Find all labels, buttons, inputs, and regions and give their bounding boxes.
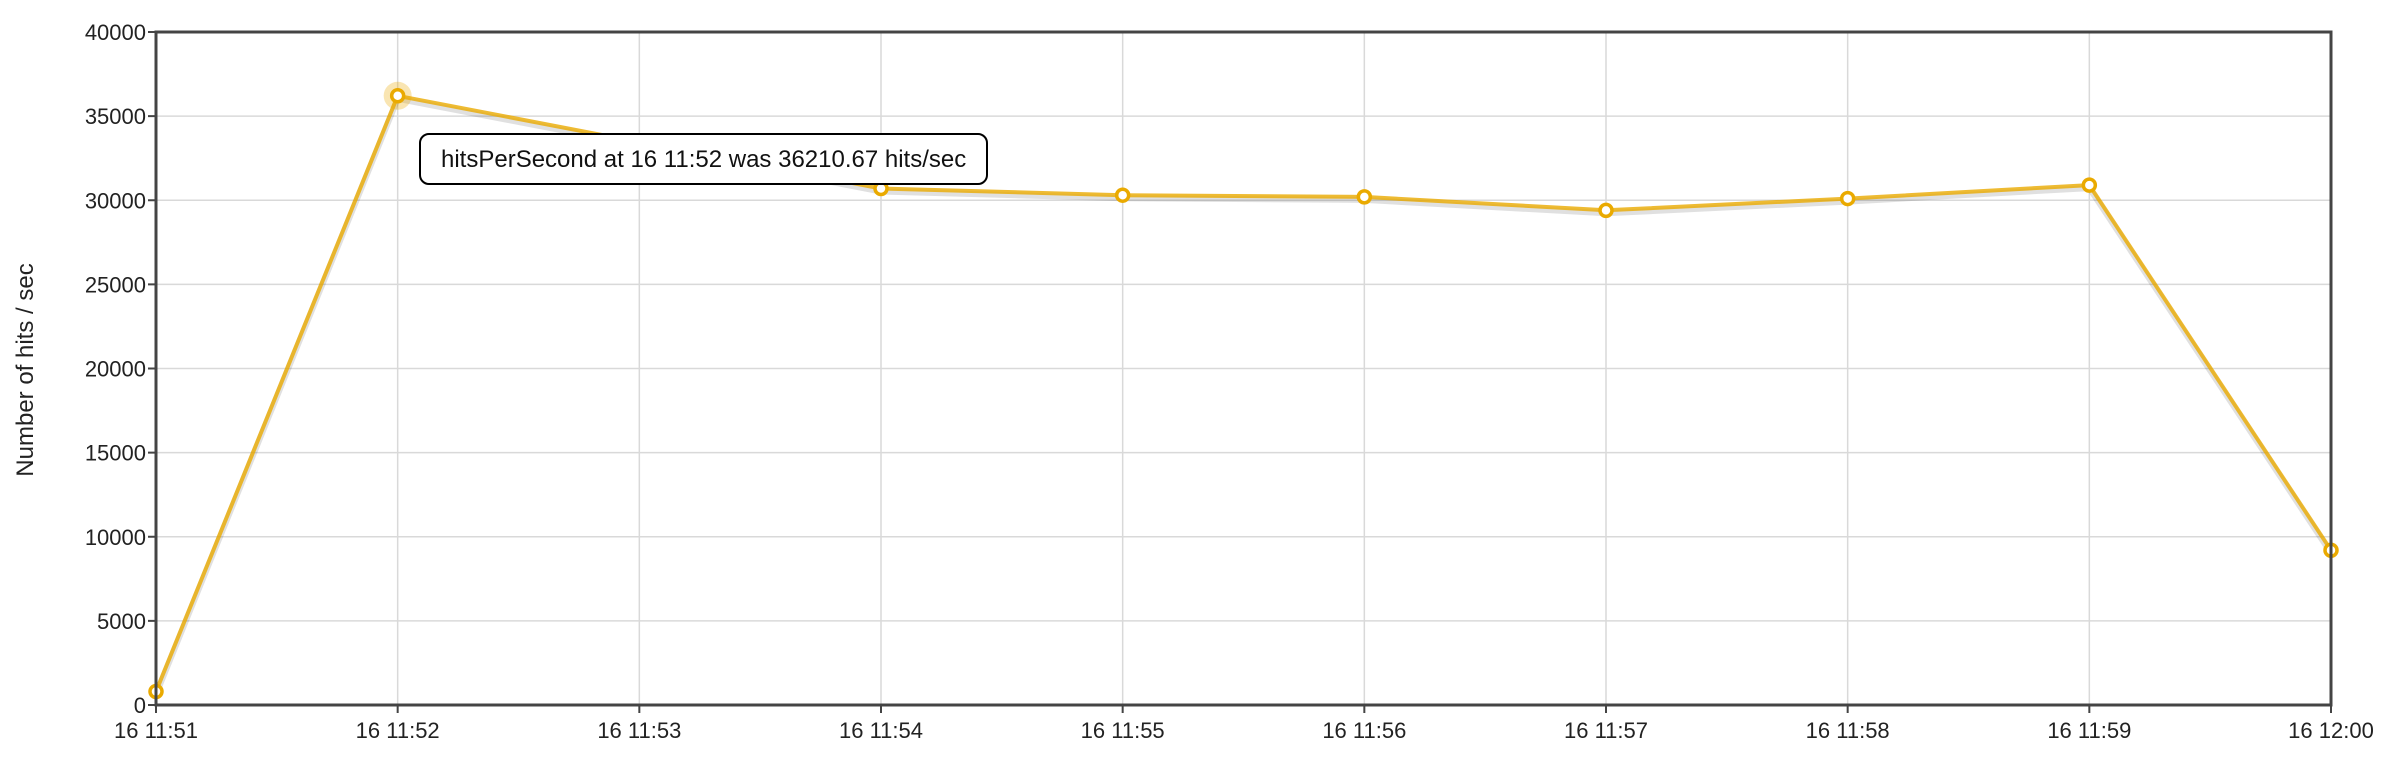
data-point [1598, 202, 1614, 219]
y-tick-label: 25000 [85, 272, 146, 297]
x-tick-label: 16 11:58 [1806, 718, 1890, 743]
x-tick-label: 16 11:56 [1322, 718, 1406, 743]
x-axis-ticks: 16 11:51 16 11:52 16 11:53 16 11:54 16 11:55… [114, 705, 2374, 743]
data-point [2081, 177, 2098, 193]
x-tick-label: 16 11:53 [597, 718, 681, 743]
y-tick-label: 35000 [85, 104, 146, 129]
x-tick-label: 16 11:51 [114, 718, 198, 743]
y-tick-label: 5000 [97, 609, 146, 634]
x-tick-label: 16 11:57 [1564, 718, 1648, 743]
y-axis-title: Number of hits / sec [12, 263, 39, 476]
y-axis-ticks: 0 5000 10000 15000 20000 25000 30000 35000 40000 [85, 20, 156, 718]
x-tick-label: 16 12:00 [2288, 718, 2374, 743]
x-tick-label: 16 11:52 [356, 718, 440, 743]
y-tick-label: 20000 [85, 357, 146, 382]
data-point [1114, 187, 1131, 203]
data-point [1839, 190, 1856, 207]
y-tick-label: 0 [134, 693, 146, 718]
y-tick-label: 15000 [85, 441, 146, 466]
y-tick-label: 30000 [85, 188, 146, 213]
y-tick-label: 40000 [85, 20, 146, 45]
x-tick-label: 16 11:54 [839, 718, 923, 743]
x-tick-label: 16 11:55 [1081, 718, 1165, 743]
data-point [1356, 189, 1373, 205]
data-point [389, 88, 406, 104]
x-tick-label: 16 11:59 [2047, 718, 2131, 743]
data-point-tooltip: hitsPerSecond at 16 11:52 was 36210.67 h… [419, 133, 989, 185]
y-tick-label: 10000 [85, 525, 146, 550]
